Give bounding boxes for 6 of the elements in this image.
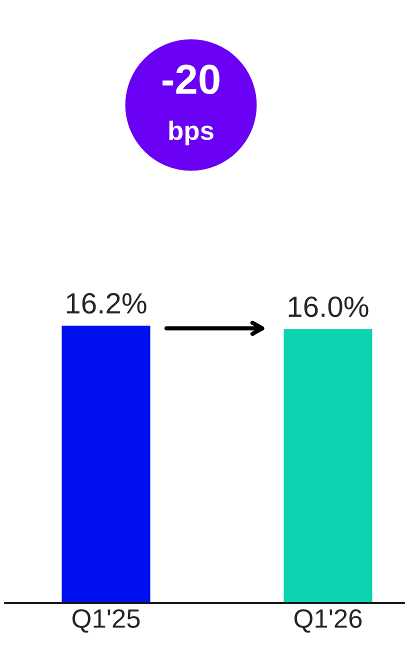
data-label: 16.0% <box>288 296 368 318</box>
x-tick-label: Q1'25 <box>72 609 140 633</box>
x-tick-label: Q1'26 <box>294 609 362 633</box>
text: -20 <box>162 64 220 94</box>
data-label: 16.2% <box>66 293 146 314</box>
text: bps <box>169 120 214 146</box>
